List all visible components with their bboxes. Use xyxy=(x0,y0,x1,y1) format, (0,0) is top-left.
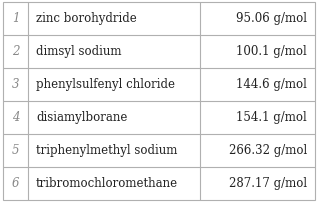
Text: 154.1 g/mol: 154.1 g/mol xyxy=(236,111,307,124)
Text: 5: 5 xyxy=(12,144,19,157)
Text: 287.17 g/mol: 287.17 g/mol xyxy=(229,177,307,190)
Text: disiamylborane: disiamylborane xyxy=(36,111,128,124)
Text: 3: 3 xyxy=(12,78,19,91)
Text: tribromochloromethane: tribromochloromethane xyxy=(36,177,178,190)
Text: 4: 4 xyxy=(12,111,19,124)
Text: 2: 2 xyxy=(12,45,19,58)
Text: 266.32 g/mol: 266.32 g/mol xyxy=(229,144,307,157)
Text: triphenylmethyl sodium: triphenylmethyl sodium xyxy=(36,144,177,157)
Text: 95.06 g/mol: 95.06 g/mol xyxy=(236,12,307,25)
Text: 144.6 g/mol: 144.6 g/mol xyxy=(236,78,307,91)
Text: 100.1 g/mol: 100.1 g/mol xyxy=(236,45,307,58)
Text: phenylsulfenyl chloride: phenylsulfenyl chloride xyxy=(36,78,175,91)
Text: zinc borohydride: zinc borohydride xyxy=(36,12,137,25)
Text: 6: 6 xyxy=(12,177,19,190)
Text: 1: 1 xyxy=(12,12,19,25)
Text: dimsyl sodium: dimsyl sodium xyxy=(36,45,121,58)
